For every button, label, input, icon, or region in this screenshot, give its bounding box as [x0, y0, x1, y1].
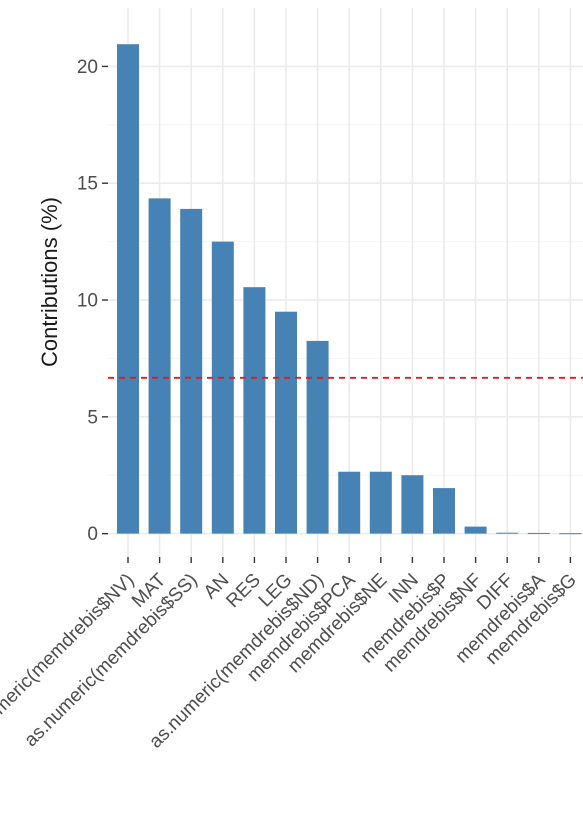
- bar: [148, 198, 171, 534]
- bars: [117, 44, 582, 535]
- y-tick-label: 15: [77, 174, 98, 195]
- y-tick-label: 0: [87, 524, 98, 545]
- bar: [306, 340, 329, 534]
- y-tick-label: 10: [77, 291, 98, 312]
- bar: [559, 533, 582, 535]
- y-axis-label: Contributions (%): [37, 197, 62, 367]
- bar: [401, 475, 424, 534]
- x-tick-label: RES: [222, 570, 264, 612]
- bar: [243, 287, 266, 534]
- bar: [464, 526, 487, 534]
- bar: [275, 311, 297, 534]
- y-tick-label: 20: [77, 57, 98, 78]
- bar: [527, 532, 550, 534]
- bar: [369, 471, 392, 534]
- bar: [211, 241, 234, 534]
- y-axis: 0 5 10 15 20: [77, 57, 108, 545]
- bar: [338, 471, 361, 534]
- bar: [117, 44, 139, 534]
- bar: [496, 532, 519, 534]
- bar: [180, 208, 203, 534]
- x-axis: as.numeric(memdrebis$NV)MATas.numeric(me…: [0, 557, 581, 753]
- y-tick-label: 5: [87, 407, 98, 428]
- bar: [433, 488, 455, 534]
